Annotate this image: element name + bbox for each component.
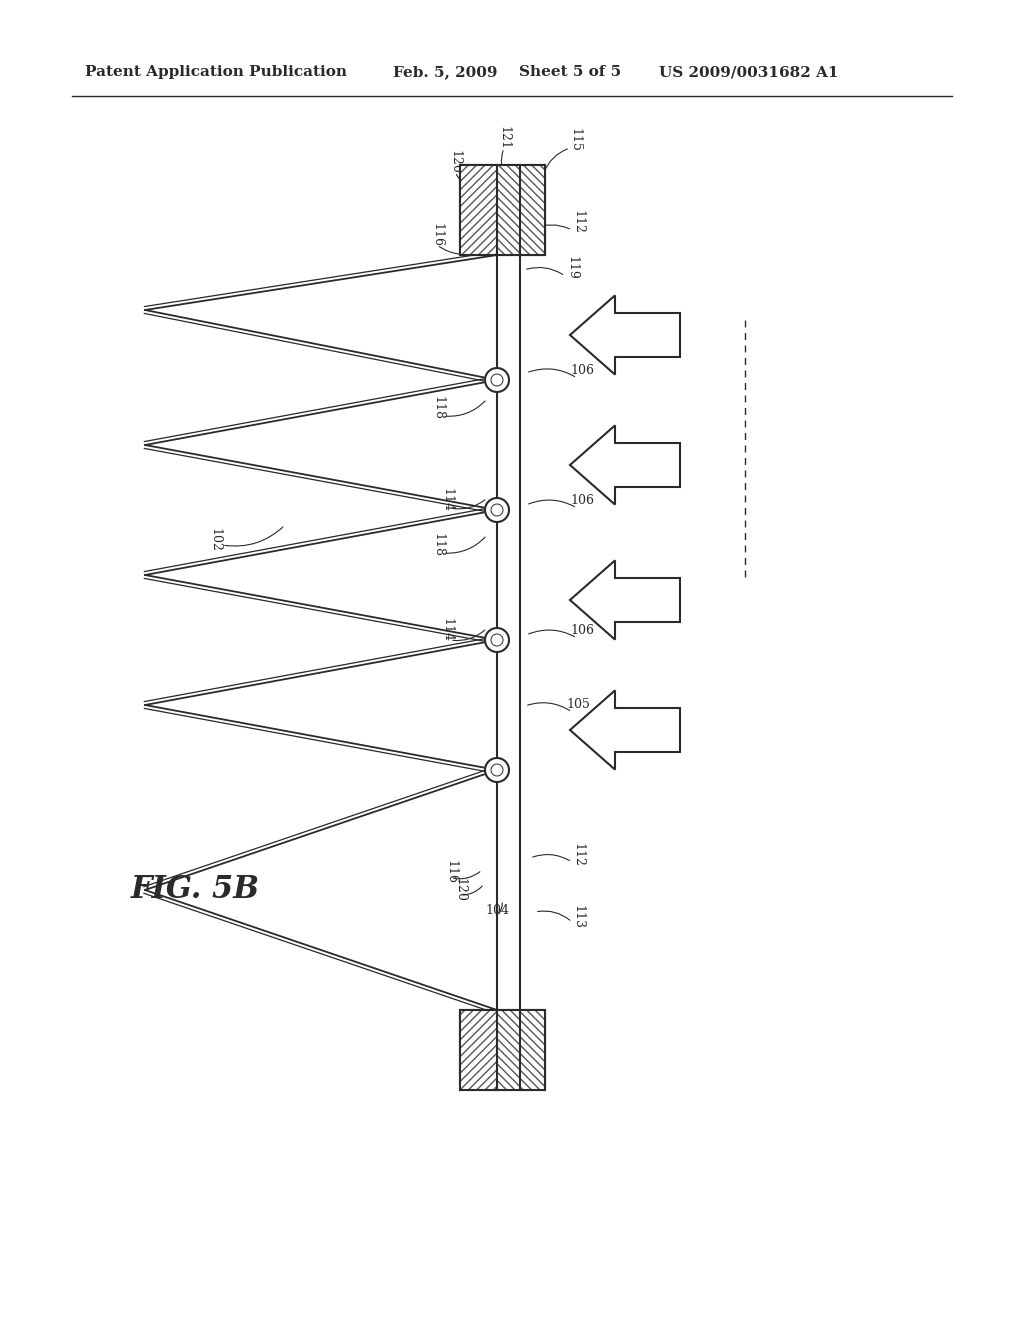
Text: Feb. 5, 2009: Feb. 5, 2009: [393, 65, 498, 79]
Text: 120: 120: [449, 150, 462, 174]
Bar: [460, 1010, 497, 1090]
Text: Sheet 5 of 5: Sheet 5 of 5: [519, 65, 622, 79]
Circle shape: [485, 628, 509, 652]
Circle shape: [490, 374, 503, 385]
Text: 114: 114: [440, 618, 454, 642]
Text: 102: 102: [209, 528, 221, 552]
Text: 118: 118: [431, 396, 444, 420]
Text: 114: 114: [440, 488, 454, 512]
Bar: [460, 165, 545, 255]
Text: 113: 113: [571, 906, 585, 929]
Bar: [497, 165, 545, 255]
Bar: [460, 165, 545, 255]
Text: 106: 106: [570, 494, 594, 507]
Text: 106: 106: [570, 623, 594, 636]
Circle shape: [485, 758, 509, 781]
Text: 116: 116: [444, 861, 458, 884]
Bar: [460, 1010, 545, 1090]
Text: 118: 118: [431, 533, 444, 557]
Polygon shape: [570, 296, 680, 375]
Circle shape: [490, 764, 503, 776]
Circle shape: [485, 498, 509, 521]
Text: US 2009/0031682 A1: US 2009/0031682 A1: [659, 65, 839, 79]
Text: 115: 115: [568, 128, 582, 152]
Circle shape: [490, 634, 503, 645]
Text: 120: 120: [454, 878, 467, 902]
Polygon shape: [570, 425, 680, 504]
Text: 104: 104: [485, 903, 509, 916]
Bar: [460, 165, 497, 255]
Text: Patent Application Publication: Patent Application Publication: [85, 65, 347, 79]
Bar: [460, 1010, 545, 1090]
Text: 116: 116: [430, 223, 443, 247]
Text: 105: 105: [566, 698, 590, 711]
Circle shape: [490, 504, 503, 516]
Text: 106: 106: [570, 363, 594, 376]
Bar: [497, 1010, 545, 1090]
Text: FIG. 5B: FIG. 5B: [130, 874, 259, 906]
Polygon shape: [570, 690, 680, 770]
Text: 112: 112: [571, 210, 585, 234]
Text: 112: 112: [571, 843, 585, 867]
Text: 119: 119: [565, 256, 579, 280]
Circle shape: [485, 368, 509, 392]
Text: 121: 121: [498, 127, 511, 150]
Polygon shape: [570, 561, 680, 640]
